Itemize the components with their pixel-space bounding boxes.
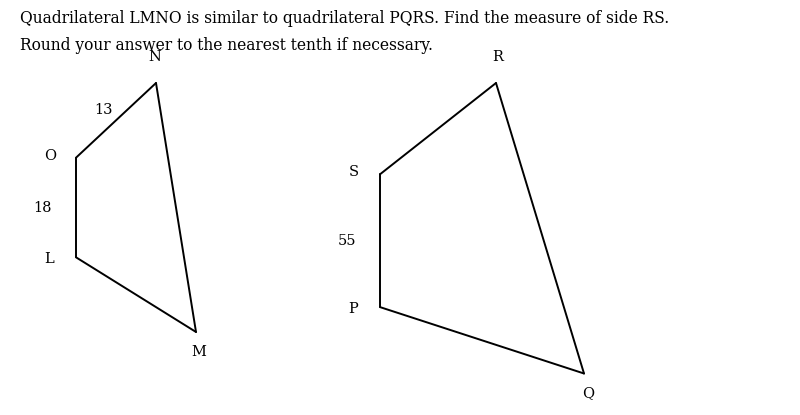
Text: S: S (348, 165, 358, 179)
Text: R: R (492, 50, 503, 64)
Text: Q: Q (582, 386, 594, 400)
Text: O: O (44, 149, 57, 163)
Text: 13: 13 (94, 103, 114, 117)
Text: P: P (349, 302, 358, 316)
Text: N: N (148, 50, 161, 64)
Text: 55: 55 (338, 234, 356, 248)
Text: Quadrilateral LMNO is similar to quadrilateral PQRS. Find the measure of side RS: Quadrilateral LMNO is similar to quadril… (20, 10, 670, 27)
Text: L: L (45, 252, 54, 266)
Text: Round your answer to the nearest tenth if necessary.: Round your answer to the nearest tenth i… (20, 37, 433, 54)
Text: M: M (191, 345, 206, 359)
Text: 18: 18 (34, 200, 52, 215)
